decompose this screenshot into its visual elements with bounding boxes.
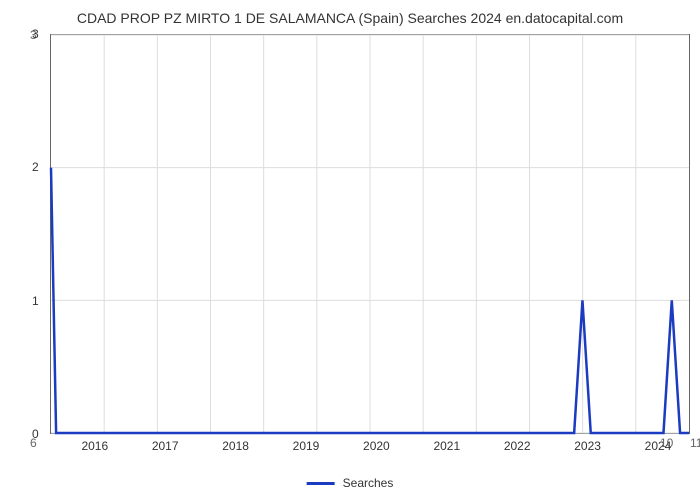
y-tick-label: 3 <box>32 27 39 41</box>
x-tick-label: 2016 <box>81 439 108 453</box>
chart-container: CDAD PROP PZ MIRTO 1 DE SALAMANCA (Spain… <box>0 0 700 500</box>
y-tick-label: 2 <box>32 160 39 174</box>
corner-bottom-right-a: 10 <box>660 436 673 450</box>
y-tick-label: 1 <box>32 294 39 308</box>
legend-label: Searches <box>343 476 394 490</box>
x-tick-label: 2019 <box>293 439 320 453</box>
corner-bottom-left: 6 <box>30 436 37 450</box>
legend: Searches <box>307 476 394 490</box>
legend-swatch <box>307 482 335 485</box>
line-chart-svg <box>51 35 689 433</box>
x-tick-label: 2017 <box>152 439 179 453</box>
chart-title: CDAD PROP PZ MIRTO 1 DE SALAMANCA (Spain… <box>10 10 690 26</box>
corner-bottom-right-b: 11 <box>690 436 700 450</box>
x-tick-label: 2021 <box>433 439 460 453</box>
x-tick-label: 2018 <box>222 439 249 453</box>
x-tick-label: 2020 <box>363 439 390 453</box>
plot-area <box>50 34 690 434</box>
x-tick-label: 2022 <box>504 439 531 453</box>
x-tick-label: 2023 <box>574 439 601 453</box>
